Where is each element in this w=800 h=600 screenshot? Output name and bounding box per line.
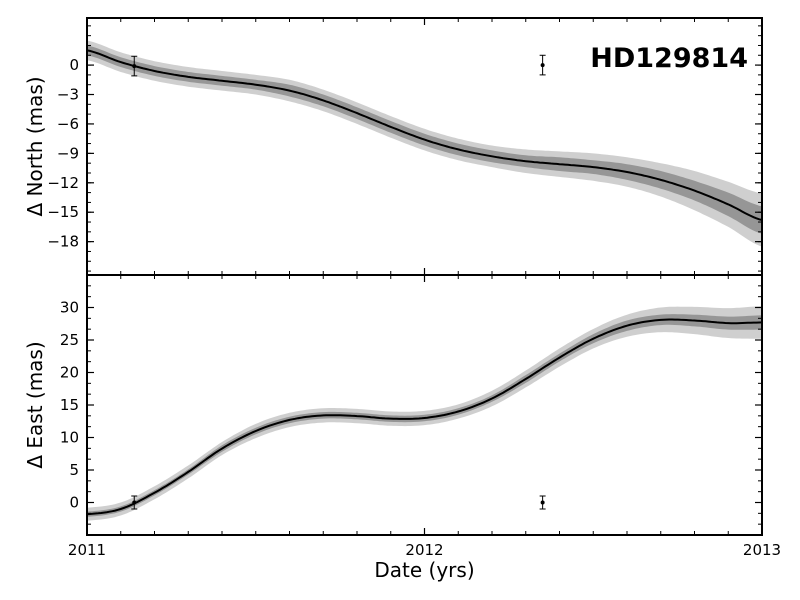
north-tick-labels: 0 −3 −6 −9 −12 −15 −18: [47, 56, 79, 251]
star-name-label: HD129814: [590, 43, 748, 74]
east-panel: 0 5 10 15 20 25 30 2011 2012 2013 Δ East (mas) Da…: [23, 274, 781, 582]
north-ytick-label: −9: [57, 144, 79, 162]
north-ytick-label: 0: [69, 56, 79, 74]
east-inner-band: [87, 314, 762, 517]
east-data-point-1: [131, 495, 138, 510]
north-ytick-label: −6: [57, 115, 79, 133]
east-model-curve: [87, 318, 762, 516]
north-y-axis-label: Δ North (mas): [23, 76, 47, 216]
east-ytick-label: 25: [60, 331, 79, 349]
east-ytick-label: 5: [69, 461, 79, 479]
north-ytick-label: −15: [47, 203, 79, 221]
north-ytick-label: −18: [47, 233, 79, 251]
east-data-point-1-marker: [132, 500, 137, 505]
east-model-line: [87, 318, 762, 516]
north-model-line: [87, 49, 762, 222]
north-data-point-1: [131, 55, 138, 77]
east-xtick-label: 2013: [743, 541, 781, 559]
x-axis-label: Date (yrs): [374, 558, 474, 582]
east-ytick-label: 10: [60, 429, 79, 447]
east-panel-frame: [86, 274, 763, 536]
north-data-points: [131, 54, 546, 77]
east-ytick-label: 0: [69, 494, 79, 512]
east-uncertainty-bands: [87, 306, 762, 521]
east-data-point-2-marker: [540, 500, 545, 505]
east-xtick-label: 2011: [68, 541, 106, 559]
east-data-point-2: [539, 495, 546, 510]
east-ytick-label: 30: [60, 299, 79, 317]
north-data-point-2-marker: [540, 63, 545, 68]
north-data-point-2: [539, 54, 546, 76]
north-ytick-label: −3: [57, 86, 79, 104]
east-data-points: [131, 495, 546, 510]
north-model-curve: [87, 49, 762, 222]
north-ytick-label: −12: [47, 174, 79, 192]
east-y-axis-label: Δ East (mas): [23, 341, 47, 468]
east-xtick-label: 2012: [405, 541, 443, 559]
east-ytick-label: 15: [60, 396, 79, 414]
east-ytick-label: 20: [60, 364, 79, 382]
east-outer-band: [87, 306, 762, 521]
north-data-point-1-marker: [132, 64, 137, 69]
east-tick-labels: 0 5 10 15 20 25 30 2011 2012 2013: [60, 299, 781, 560]
